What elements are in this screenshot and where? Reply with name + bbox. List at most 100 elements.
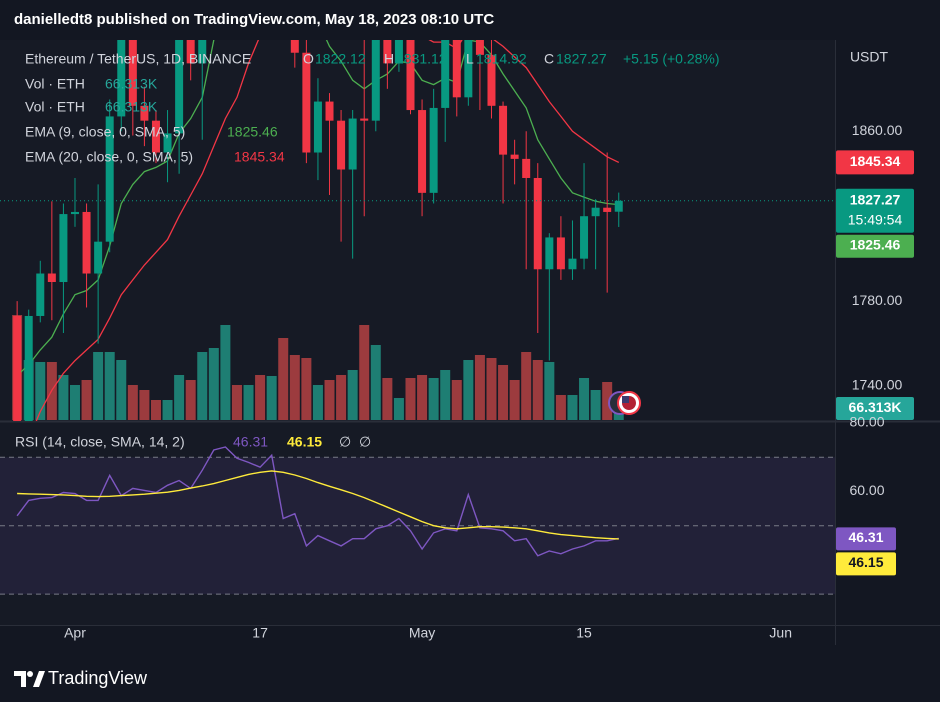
volume-bar (486, 358, 497, 420)
candle-body (348, 118, 357, 170)
candle-body (82, 211, 91, 274)
price-unit: USDT (850, 49, 889, 65)
volume-bar (405, 378, 416, 420)
rsi-label: 46.15 (848, 554, 883, 570)
candle-body (441, 40, 450, 108)
price-layer (0, 40, 835, 421)
candle-body (418, 110, 427, 193)
rsi-label: 46.31 (848, 529, 883, 545)
volume-bar (336, 375, 347, 420)
rsi-legend-value: 46.31 (233, 434, 268, 450)
volume-bar (81, 380, 92, 420)
y-tick-label: 80.00 (849, 414, 884, 430)
candle-body (94, 241, 103, 274)
candle-body (568, 258, 577, 270)
ohlc-letter: L (466, 51, 474, 67)
volume-bar (555, 395, 566, 420)
x-tick-label: 15 (576, 625, 592, 641)
volume-bar (498, 365, 509, 420)
candle-body (313, 101, 322, 153)
volume-bar (220, 325, 231, 420)
candle-body (337, 120, 346, 170)
ohlc-value: 1814.92 (476, 51, 527, 67)
price-label: 1825.46 (850, 236, 901, 252)
volume-bar (521, 352, 532, 420)
volume-bar (127, 385, 138, 420)
logo-mark (33, 671, 45, 687)
volume-bar (440, 370, 451, 420)
volume-bar (278, 338, 289, 420)
volume-bar (463, 360, 474, 420)
volume-bar (347, 370, 358, 420)
price-label-box (836, 188, 914, 233)
y-tick-label: 1740.00 (852, 377, 903, 393)
volume-label: 66.313K (849, 399, 902, 415)
volume-bar (150, 400, 161, 420)
volume-label-box (836, 397, 914, 420)
candle-body (522, 158, 531, 178)
candle-body (175, 40, 184, 134)
ema-legend-value: 1845.34 (234, 149, 285, 165)
publisher-header: danielledt8 published on TradingView.com… (14, 11, 494, 28)
volume-bar (162, 400, 173, 420)
candle-body (13, 315, 22, 421)
y-tick-label: 1780.00 (852, 292, 903, 308)
volume-bar (58, 375, 69, 420)
candle-body (128, 40, 137, 106)
rsi-line (17, 470, 619, 540)
volume-bar (35, 362, 46, 420)
volume-bar (208, 348, 219, 420)
volume-bar (590, 390, 601, 420)
candle-body (533, 177, 542, 270)
countdown-label: 15:49:54 (848, 211, 903, 227)
candle-body (614, 200, 623, 212)
candle-body (603, 207, 612, 212)
x-tick-label: 17 (252, 625, 268, 641)
candle-body (186, 40, 195, 64)
change-label: +5.15 (+0.28%) (623, 51, 720, 67)
volume-bar (382, 378, 393, 420)
candle-body (394, 40, 403, 64)
plot-background (0, 40, 835, 625)
candle-body (383, 40, 392, 64)
logo-mark (27, 671, 33, 677)
volume-bar (370, 345, 381, 420)
flag-icon (622, 396, 629, 403)
candle-body (163, 133, 172, 153)
rsi-label-box (836, 527, 896, 551)
volume-bar (579, 378, 590, 420)
ema-legend-value: 1825.46 (227, 124, 278, 140)
x-tick-label: Jun (769, 625, 792, 641)
rsi-legend-extra: ∅ (359, 434, 371, 450)
footer-logo (14, 671, 45, 687)
volume-bar (266, 376, 277, 420)
volume-bar (474, 355, 485, 420)
candle-body (452, 40, 461, 98)
candle-body (545, 237, 554, 270)
ohlc-value: 1822.12 (315, 51, 366, 67)
volume-bar (428, 378, 439, 420)
rsi-line (16, 446, 619, 557)
candle-body (487, 54, 496, 106)
ema-line (16, 40, 619, 376)
volume-bar (231, 385, 242, 420)
ohlc-value: 1827.27 (556, 51, 607, 67)
candle-body (510, 154, 519, 159)
candle-body (464, 40, 473, 98)
rsi-layer (0, 446, 835, 595)
y-tick-label: 1860.00 (852, 122, 903, 138)
rsi-legend-extra: ∅ (339, 434, 351, 450)
ohlc-value: 1831.12 (396, 51, 447, 67)
volume-bar (567, 395, 578, 420)
volume-bar (185, 380, 196, 420)
candle-body (290, 40, 299, 53)
volume-bar (324, 380, 335, 420)
candle-body (406, 40, 415, 111)
volume-bar (544, 362, 555, 420)
volume-bar (532, 360, 543, 420)
candle-body (47, 273, 56, 283)
volume-bar (509, 380, 520, 420)
ohlc-letter: H (384, 51, 394, 67)
